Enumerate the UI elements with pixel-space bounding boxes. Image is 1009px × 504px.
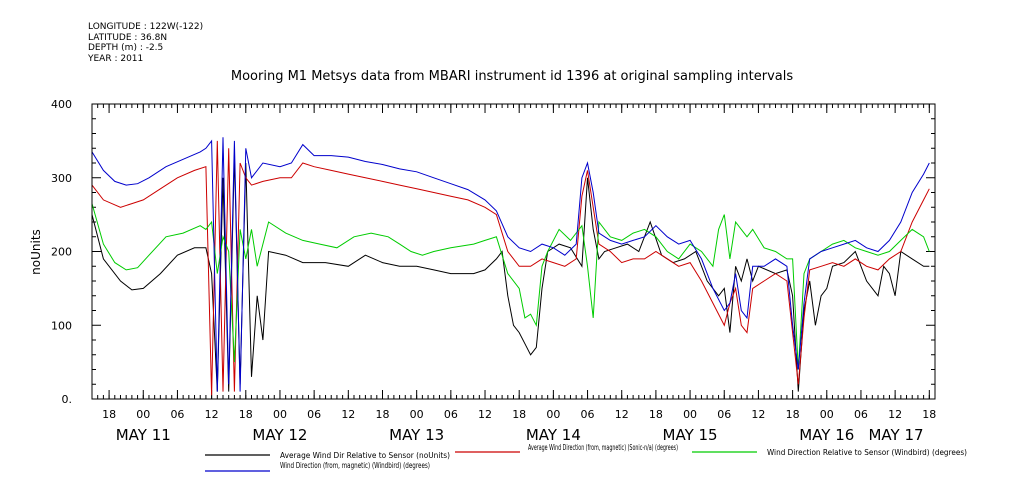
x-tick-label: 18 bbox=[375, 408, 389, 421]
x-tick-label: 12 bbox=[205, 408, 219, 421]
x-tick-label: 18 bbox=[649, 408, 663, 421]
y-axis-label: noUnits bbox=[29, 229, 43, 275]
x-tick-label: 18 bbox=[512, 408, 526, 421]
x-tick-label: 18 bbox=[102, 408, 116, 421]
series-lines bbox=[91, 137, 930, 396]
legend-label-4: Wind Direction (from, magnetic) (Windbir… bbox=[280, 461, 430, 470]
x-tick-label: 00 bbox=[683, 408, 697, 421]
x-day-label: MAY 15 bbox=[663, 426, 718, 444]
x-tick-label: 12 bbox=[478, 408, 492, 421]
legend-label-2: Average Wind Direction (from, magnetic) … bbox=[528, 443, 678, 452]
y-tick-label: 0. bbox=[62, 393, 73, 406]
x-tick-label: 00 bbox=[136, 408, 150, 421]
year-text: YEAR : 2011 bbox=[88, 53, 144, 64]
x-day-label: MAY 17 bbox=[868, 426, 923, 444]
x-tick-label: 00 bbox=[546, 408, 560, 421]
x-day-label: MAY 14 bbox=[526, 426, 581, 444]
chart-title: Mooring M1 Metsys data from MBARI instru… bbox=[231, 69, 793, 84]
x-tick-label: 06 bbox=[581, 408, 595, 421]
x-day-label: MAY 12 bbox=[252, 426, 307, 444]
x-day-label: MAY 13 bbox=[389, 426, 444, 444]
series-line-3 bbox=[91, 203, 930, 370]
x-tick-label: 06 bbox=[854, 408, 868, 421]
y-tick-label: 400 bbox=[51, 98, 72, 111]
x-tick-label: 06 bbox=[170, 408, 184, 421]
x-tick-label: 18 bbox=[239, 408, 253, 421]
axis-ticks: 18 00 06 12 18 00 06 12 18 00 06 12 18 00 06 12 18 00 06 12… bbox=[51, 98, 936, 444]
y-tick-label: 100 bbox=[51, 319, 72, 332]
x-tick-label: 12 bbox=[751, 408, 765, 421]
x-tick-label: 00 bbox=[410, 408, 424, 421]
legend-label-3: Wind Direction Relative to Sensor (Windb… bbox=[767, 448, 967, 457]
metadata-block: LONGITUDE : 122W(-122) LATITUDE : 36.8N … bbox=[88, 22, 203, 64]
x-tick-label: 06 bbox=[307, 408, 321, 421]
x-tick-label: 12 bbox=[615, 408, 629, 421]
x-day-label: MAY 11 bbox=[116, 426, 171, 444]
plot-frame bbox=[91, 103, 936, 400]
x-tick-label: 12 bbox=[341, 408, 355, 421]
series-line-4 bbox=[91, 137, 930, 392]
y-tick-label: 300 bbox=[51, 172, 72, 185]
longitude-text: LONGITUDE : 122W(-122) bbox=[88, 22, 204, 32]
x-tick-label: 06 bbox=[444, 408, 458, 421]
x-tick-label: 18 bbox=[922, 408, 936, 421]
depth-text: DEPTH (m) : -2.5 bbox=[88, 43, 164, 53]
latitude-text: LATITUDE : 36.8N bbox=[88, 32, 168, 43]
x-day-label: MAY 16 bbox=[799, 426, 854, 444]
y-tick-label: 200 bbox=[51, 246, 72, 259]
x-tick-label: 12 bbox=[888, 408, 902, 421]
x-tick-label: 06 bbox=[717, 408, 731, 421]
legend-label-1: Average Wind Dir Relative to Sensor (noU… bbox=[280, 451, 450, 460]
x-tick-label: 18 bbox=[786, 408, 800, 421]
x-tick-label: 00 bbox=[820, 408, 834, 421]
x-tick-label: 00 bbox=[273, 408, 287, 421]
legend: Average Wind Dir Relative to Sensor (noU… bbox=[205, 443, 967, 472]
